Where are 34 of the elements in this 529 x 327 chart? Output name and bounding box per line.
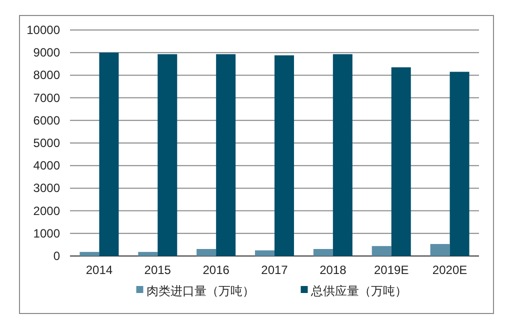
bar: [450, 72, 470, 256]
y-tick-label: 6000: [33, 113, 60, 128]
y-tick-label: 4000: [33, 158, 60, 173]
bar: [216, 54, 236, 256]
y-tick-label: 5000: [33, 136, 60, 150]
bar: [138, 252, 158, 256]
bar: [196, 248, 216, 256]
x-tick-label: 2014: [86, 263, 113, 277]
bar: [391, 67, 411, 256]
y-tick-label: 8000: [33, 68, 60, 82]
legend-label: 肉类进口量（万吨）: [146, 284, 254, 298]
x-tick-label: 2017: [261, 263, 288, 277]
y-tick-label: 2000: [33, 204, 60, 218]
y-tick-label: 10000: [26, 23, 60, 37]
bar: [80, 252, 100, 256]
bar: [274, 55, 294, 256]
x-tick-label: 2016: [202, 263, 230, 277]
x-tick-label: 2018: [320, 263, 347, 277]
bar: [255, 250, 274, 256]
y-tick-label: 3000: [33, 181, 60, 196]
bar: [99, 52, 119, 256]
bar: [313, 248, 333, 256]
x-tick-label: 2020E: [432, 263, 468, 277]
x-tick-label: 2019E: [374, 263, 409, 277]
x-tick-label: 2015: [144, 263, 172, 277]
y-tick-label: 1000: [33, 226, 60, 240]
y-tick-label: 9000: [33, 46, 60, 60]
y-tick-label: 7000: [33, 90, 60, 105]
bar: [158, 54, 178, 256]
bar: [430, 244, 450, 256]
bar: [372, 246, 392, 256]
legend-label: 总供应量（万吨）: [310, 284, 407, 298]
y-tick-label: 0: [53, 249, 60, 263]
bar: [332, 54, 352, 256]
